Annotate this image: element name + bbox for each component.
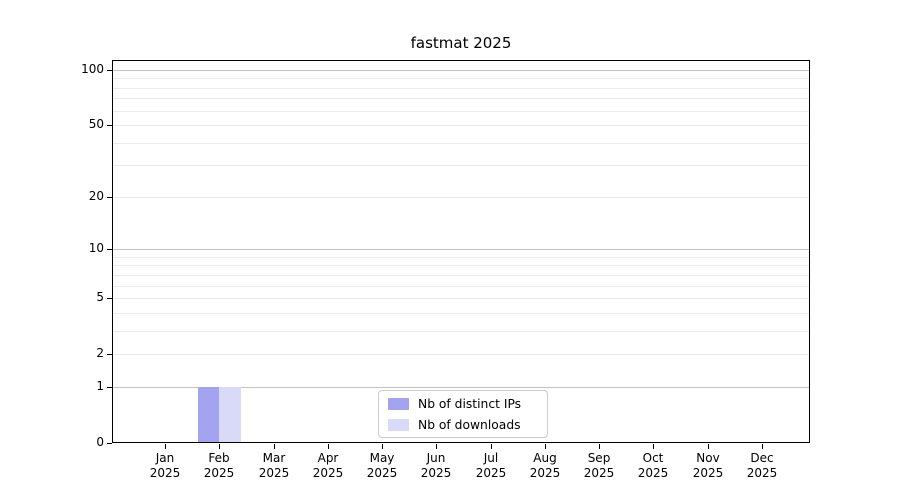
minor-gridline bbox=[113, 286, 809, 287]
major-gridline bbox=[113, 387, 809, 388]
legend-label: Nb of distinct IPs bbox=[418, 396, 522, 411]
x-tick-label: Dec 2025 bbox=[746, 451, 778, 480]
y-tick-mark bbox=[107, 125, 112, 126]
x-tick-mark bbox=[762, 444, 763, 449]
y-tick-mark bbox=[107, 298, 112, 299]
minor-gridline bbox=[113, 197, 809, 198]
x-tick-label: Sep 2025 bbox=[583, 451, 615, 480]
y-tick-label: 100 bbox=[81, 62, 104, 76]
x-tick-mark bbox=[219, 444, 220, 449]
minor-gridline bbox=[113, 298, 809, 299]
y-tick-mark bbox=[107, 443, 112, 444]
minor-gridline bbox=[113, 354, 809, 355]
x-tick-mark bbox=[382, 444, 383, 449]
x-tick-label: Jul 2025 bbox=[475, 451, 507, 480]
x-tick-mark bbox=[491, 444, 492, 449]
minor-gridline bbox=[113, 257, 809, 258]
x-tick-mark bbox=[545, 444, 546, 449]
major-gridline bbox=[113, 70, 809, 71]
y-tick-mark bbox=[107, 197, 112, 198]
x-tick-label: Nov 2025 bbox=[692, 451, 724, 480]
x-tick-label: Oct 2025 bbox=[637, 451, 669, 480]
y-tick-label: 20 bbox=[88, 189, 104, 203]
legend-label: Nb of downloads bbox=[418, 417, 521, 432]
x-tick-label: Mar 2025 bbox=[258, 451, 290, 480]
x-tick-mark bbox=[165, 444, 166, 449]
y-tick-label: 10 bbox=[88, 241, 104, 255]
x-tick-mark bbox=[274, 444, 275, 449]
x-tick-mark bbox=[708, 444, 709, 449]
y-tick-label: 2 bbox=[96, 346, 104, 360]
minor-gridline bbox=[113, 88, 809, 89]
minor-gridline bbox=[113, 331, 809, 332]
x-tick-label: Aug 2025 bbox=[529, 451, 561, 480]
y-tick-label: 1 bbox=[96, 379, 104, 393]
x-tick-mark bbox=[436, 444, 437, 449]
minor-gridline bbox=[113, 313, 809, 314]
minor-gridline bbox=[113, 265, 809, 266]
legend-row: Nb of distinct IPs bbox=[388, 395, 547, 413]
legend-swatch bbox=[388, 397, 409, 410]
bar-nb-of-downloads bbox=[219, 387, 241, 443]
minor-gridline bbox=[113, 165, 809, 166]
minor-gridline bbox=[113, 111, 809, 112]
y-tick-label: 50 bbox=[88, 117, 104, 131]
legend-row: Nb of downloads bbox=[388, 416, 547, 434]
minor-gridline bbox=[113, 143, 809, 144]
bar-nb-of-distinct-ips bbox=[197, 387, 220, 443]
legend: Nb of distinct IPs Nb of downloads bbox=[378, 390, 548, 438]
x-tick-mark bbox=[653, 444, 654, 449]
chart-title: fastmat 2025 bbox=[410, 34, 512, 52]
x-tick-label: May 2025 bbox=[366, 451, 398, 480]
x-tick-mark bbox=[328, 444, 329, 449]
x-tick-label: Apr 2025 bbox=[312, 451, 344, 480]
minor-gridline bbox=[113, 125, 809, 126]
x-tick-label: Jun 2025 bbox=[420, 451, 452, 480]
plot-border bbox=[112, 60, 810, 443]
y-tick-mark bbox=[107, 354, 112, 355]
major-gridline bbox=[113, 249, 809, 250]
legend-swatch bbox=[388, 418, 409, 431]
minor-gridline bbox=[113, 78, 809, 79]
y-tick-mark bbox=[107, 70, 112, 71]
y-tick-mark bbox=[107, 249, 112, 250]
minor-gridline bbox=[113, 98, 809, 99]
y-tick-mark bbox=[107, 387, 112, 388]
x-tick-mark bbox=[599, 444, 600, 449]
y-tick-label: 0 bbox=[96, 435, 104, 449]
minor-gridline bbox=[113, 275, 809, 276]
x-tick-label: Jan 2025 bbox=[149, 451, 181, 480]
y-tick-label: 5 bbox=[96, 290, 104, 304]
x-tick-label: Feb 2025 bbox=[203, 451, 235, 480]
